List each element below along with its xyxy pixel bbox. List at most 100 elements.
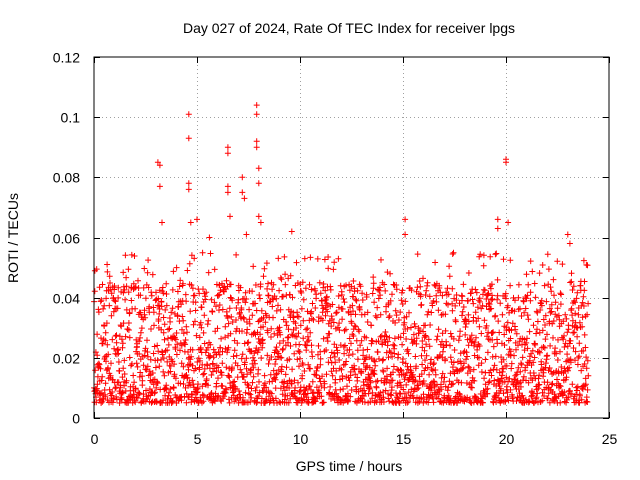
data-point xyxy=(257,295,263,302)
data-point xyxy=(300,296,307,303)
data-point xyxy=(94,352,101,359)
data-point xyxy=(293,333,300,340)
data-point xyxy=(477,251,484,258)
data-point xyxy=(281,253,288,260)
data-point xyxy=(343,358,350,365)
y-axis-label: ROTI / TECUs xyxy=(5,193,21,283)
data-point xyxy=(518,313,525,319)
data-point xyxy=(389,291,395,298)
data-point xyxy=(534,309,541,316)
data-point xyxy=(133,360,140,367)
data-point xyxy=(205,382,211,389)
data-point xyxy=(97,365,104,372)
data-point xyxy=(262,380,268,387)
data-point xyxy=(511,308,518,315)
data-point xyxy=(386,313,393,319)
data-point xyxy=(369,290,376,297)
data-point xyxy=(405,398,412,405)
data-point xyxy=(268,390,275,397)
y-tick-label: 0.02 xyxy=(53,351,80,367)
data-point xyxy=(202,296,209,303)
data-point xyxy=(179,313,186,320)
data-point xyxy=(95,309,102,316)
data-point xyxy=(111,297,118,304)
data-point xyxy=(187,382,194,389)
data-point xyxy=(255,335,262,342)
data-point xyxy=(279,346,286,353)
data-point xyxy=(153,384,160,391)
data-point xyxy=(180,317,187,324)
data-point xyxy=(317,355,324,362)
data-point xyxy=(239,351,246,358)
data-point xyxy=(426,343,433,350)
data-point xyxy=(390,369,396,376)
data-point xyxy=(474,304,481,311)
data-point xyxy=(511,352,517,359)
data-point xyxy=(211,299,218,306)
data-point xyxy=(142,314,149,321)
data-point xyxy=(242,389,249,396)
data-point xyxy=(352,296,359,303)
data-point xyxy=(390,341,397,348)
data-point xyxy=(272,361,279,367)
data-point xyxy=(360,360,367,367)
data-point xyxy=(94,331,101,338)
data-point xyxy=(265,393,272,400)
data-point xyxy=(424,279,431,286)
data-point xyxy=(378,256,384,263)
data-point xyxy=(115,350,122,357)
data-point xyxy=(253,384,260,391)
data-point xyxy=(257,281,264,288)
data-point xyxy=(234,340,241,347)
data-point xyxy=(415,385,422,391)
data-point xyxy=(369,389,376,396)
data-point xyxy=(237,366,244,373)
data-point xyxy=(215,364,222,371)
data-point xyxy=(405,389,412,396)
data-point xyxy=(123,283,130,290)
data-point xyxy=(218,372,225,379)
data-point xyxy=(307,329,314,336)
data-point xyxy=(534,390,541,397)
data-point xyxy=(289,294,296,301)
data-point xyxy=(324,308,331,315)
data-point xyxy=(160,397,167,404)
data-point xyxy=(396,379,403,386)
data-point xyxy=(185,366,192,373)
data-point xyxy=(523,271,530,278)
data-point xyxy=(506,375,513,382)
data-point xyxy=(119,374,126,381)
data-point xyxy=(319,373,326,380)
data-point xyxy=(155,316,162,323)
data-point xyxy=(137,329,144,336)
data-point xyxy=(194,389,201,395)
data-point xyxy=(141,265,148,272)
data-point xyxy=(180,363,187,370)
data-point xyxy=(425,336,432,343)
data-point xyxy=(433,336,440,343)
data-point xyxy=(476,343,483,349)
data-point xyxy=(268,354,275,360)
data-point xyxy=(125,289,132,296)
data-point xyxy=(291,390,298,397)
data-point xyxy=(115,359,122,365)
data-point xyxy=(520,298,527,305)
data-point xyxy=(278,354,285,361)
data-point xyxy=(101,323,108,329)
data-point xyxy=(444,387,451,394)
data-point xyxy=(410,331,417,338)
data-point xyxy=(278,276,285,283)
data-point xyxy=(356,306,363,313)
data-point xyxy=(502,295,509,302)
data-point xyxy=(470,366,477,373)
data-point xyxy=(488,305,495,312)
data-point xyxy=(200,329,207,336)
data-point xyxy=(310,316,317,323)
data-point xyxy=(388,384,395,391)
data-point xyxy=(352,311,359,318)
data-point xyxy=(513,346,519,353)
data-point xyxy=(188,282,195,288)
data-point xyxy=(275,255,282,262)
data-point xyxy=(242,299,249,306)
data-point xyxy=(400,330,407,337)
